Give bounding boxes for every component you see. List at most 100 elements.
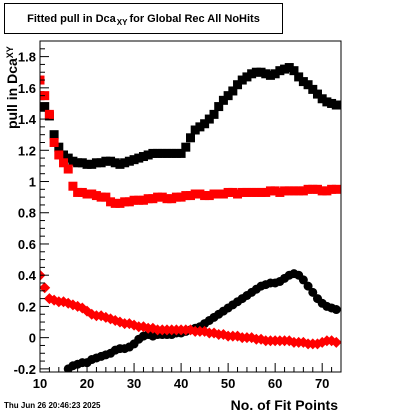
data-point-series-1: [115, 159, 125, 169]
plot-frame: [39, 40, 342, 373]
data-point-series-3: [237, 187, 247, 197]
data-point-series-2: [308, 287, 318, 297]
data-point-series-3: [195, 189, 205, 199]
y-tick-label: 0.8: [18, 206, 36, 221]
data-point-series-3: [303, 184, 313, 194]
data-point-series-1: [251, 67, 261, 77]
data-point-series-3: [270, 186, 280, 196]
data-point-series-3: [153, 192, 163, 202]
data-point-series-3: [91, 191, 101, 201]
x-tick-label: 40: [174, 376, 188, 391]
data-point-series-3: [265, 186, 275, 196]
data-point-series-1: [331, 100, 341, 110]
data-point-series-1: [110, 158, 120, 168]
x-tick-label: 30: [127, 376, 141, 391]
data-point-series-3: [218, 189, 228, 199]
data-point-series-1: [96, 158, 106, 168]
data-point-series-1: [148, 148, 158, 158]
data-point-series-3: [289, 186, 299, 196]
axes: 10 20 30 40 50 60 70 -0.2 0 0.2 0.4 0.6 0.8 1 1.2 1.4 1.…: [14, 40, 342, 391]
data-point-series-2: [298, 275, 308, 285]
data-point-series-3: [209, 189, 219, 199]
data-point-series-3: [68, 181, 78, 191]
data-point-series-3: [49, 137, 59, 147]
data-point-series-1: [289, 66, 299, 76]
data-point-series-3: [115, 198, 125, 208]
data-point-series-3: [176, 192, 186, 202]
y-tick-label: 1.8: [18, 50, 36, 65]
data-marks: [40, 63, 341, 372]
data-point-series-4: [330, 336, 341, 348]
data-point-series-1: [40, 102, 50, 112]
data-point-series-1: [49, 130, 59, 140]
data-point-series-3: [233, 189, 243, 199]
data-point-series-3: [200, 191, 210, 201]
data-point-series-1: [54, 142, 64, 152]
data-point-series-1: [157, 148, 167, 158]
data-point-series-3: [157, 192, 167, 202]
data-point-series-3: [181, 191, 191, 201]
data-point-series-3: [87, 189, 97, 199]
data-point-series-3: [298, 186, 308, 196]
data-point-series-1: [317, 94, 327, 104]
data-point-series-1: [143, 150, 153, 160]
y-tick-label: -0.2: [14, 362, 36, 377]
data-point-series-1: [247, 69, 257, 79]
data-point-series-1: [204, 114, 214, 124]
data-point-series-3: [317, 186, 327, 196]
data-point-series-3: [190, 189, 200, 199]
y-tick-label: 0.6: [18, 237, 36, 252]
data-point-series-1: [82, 159, 92, 169]
data-point-series-1: [237, 75, 247, 85]
data-point-series-3: [73, 187, 83, 197]
y-axis-label: pull in DcaXY: [4, 46, 20, 129]
data-point-series-1: [59, 150, 69, 160]
data-point-series-1: [176, 148, 186, 158]
data-point-series-3: [129, 195, 139, 205]
data-point-series-1: [138, 152, 148, 162]
y-tick-label: 1: [29, 175, 36, 190]
data-point-series-3: [77, 187, 87, 197]
x-tick-label: 70: [315, 376, 329, 391]
data-point-series-3: [148, 194, 158, 204]
x-tick-label: 20: [80, 376, 94, 391]
data-point-series-1: [223, 91, 233, 101]
x-tick-label: 60: [268, 376, 282, 391]
data-point-series-3: [275, 187, 285, 197]
data-point-series-3: [186, 191, 195, 201]
data-point-series-3: [101, 192, 111, 202]
data-point-series-3: [284, 186, 294, 196]
data-point-series-1: [270, 69, 280, 79]
chart-title-main: Fitted pull in Dca: [27, 12, 116, 25]
data-point-series-3: [124, 197, 134, 207]
data-point-series-1: [106, 156, 116, 166]
y-tick-label: 0.4: [18, 268, 37, 283]
data-point-series-3: [327, 184, 337, 194]
y-tick-label: 1.2: [18, 143, 36, 158]
y-tick-label: 0.2: [18, 299, 36, 314]
data-point-series-3: [162, 194, 172, 204]
y-tick-label: 1.4: [18, 112, 37, 127]
data-point-series-3: [228, 187, 238, 197]
chart-title-rest: for Global Rec All NoHits: [129, 12, 260, 25]
data-point-series-1: [322, 97, 332, 107]
data-point-series-3: [280, 186, 290, 196]
data-point-series-3: [294, 186, 304, 196]
data-point-series-1: [242, 72, 252, 82]
data-point-series-1: [218, 95, 228, 105]
y-tick-label: 0: [29, 331, 36, 346]
data-point-series-3: [110, 198, 120, 208]
data-point-series-3: [59, 158, 69, 168]
data-point-series-1: [186, 133, 195, 143]
chart-title: Fitted pull in Dca XY for Global Rec All…: [4, 3, 283, 34]
data-point-series-3: [171, 192, 181, 202]
data-point-series-1: [280, 64, 290, 74]
data-point-series-3: [138, 195, 148, 205]
data-point-series-3: [204, 191, 214, 201]
data-point-series-3: [223, 187, 233, 197]
data-point-series-1: [327, 98, 337, 108]
data-point-series-3: [54, 150, 64, 160]
data-point-series-1: [214, 102, 224, 112]
data-point-series-1: [124, 156, 134, 166]
data-point-series-3: [261, 187, 271, 197]
